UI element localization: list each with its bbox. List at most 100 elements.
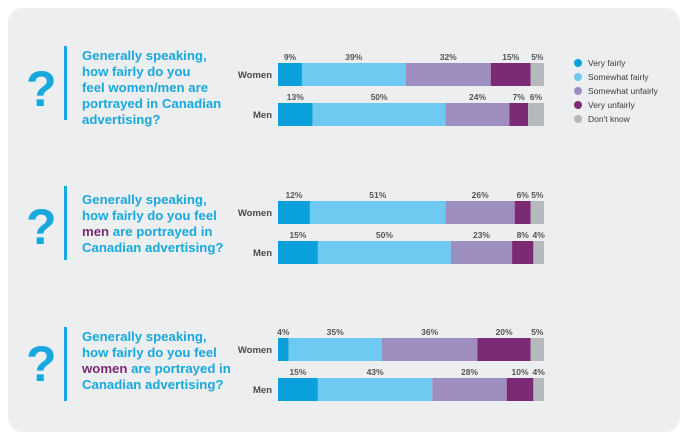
data-label: 51% (369, 190, 386, 200)
data-label: 4% (277, 327, 290, 337)
data-label: 32% (440, 52, 457, 62)
bar-segment (278, 201, 310, 224)
bar-segment (317, 378, 433, 401)
data-label: 15% (502, 52, 519, 62)
bar-segment (450, 241, 513, 264)
question-text: Generally speaking, how fairly do you fee… (82, 192, 242, 256)
accent-bar (64, 186, 67, 260)
data-label: 28% (461, 367, 478, 377)
bar-segment (477, 338, 531, 361)
data-label: 23% (473, 230, 490, 240)
chart-panel-3: ? Generally speaking, how fairly do you f… (8, 313, 680, 438)
chart-card: ? Generally speaking, how fairly do you fe… (8, 8, 680, 432)
data-label: 26% (472, 190, 489, 200)
data-label: 8% (517, 230, 530, 240)
question-mark-icon: ? (26, 199, 57, 255)
bar-segment (381, 338, 478, 361)
data-label: 10% (512, 367, 529, 377)
data-label: 4% (533, 367, 546, 377)
bar-segment (278, 241, 318, 264)
highlight-word: men (82, 224, 110, 239)
question-line: how fairly do you feel (82, 345, 217, 360)
bar-segment (509, 103, 529, 126)
bar-segment (514, 201, 531, 224)
bar-segment (278, 378, 318, 401)
question-line: Generally speaking, (82, 48, 207, 63)
data-label: 5% (531, 190, 544, 200)
data-label: 39% (345, 52, 362, 62)
data-label: 6% (530, 92, 543, 102)
question-line: Generally speaking, (82, 329, 207, 344)
stacked-bar-chart-1: Women 9% 39% 32% 15% 5% Men 13% 50% 24% 7% 6% (238, 52, 544, 126)
legend-label: Don't know (588, 114, 630, 124)
question-line: advertising? (82, 112, 161, 127)
data-label: 13% (287, 92, 304, 102)
category-label: Men (253, 110, 272, 121)
bar-segment (445, 103, 510, 126)
category-label: Men (253, 385, 272, 396)
bar-segment (530, 201, 544, 224)
data-label: 15% (289, 367, 306, 377)
bar-segment (288, 338, 382, 361)
question-mark-icon: ? (26, 61, 57, 117)
legend-swatch (574, 101, 582, 109)
chart-panel-1: ? Generally speaking, how fairly do you fe… (8, 38, 680, 163)
category-label: Women (238, 345, 272, 356)
bar-segment (490, 63, 531, 86)
category-label: Women (238, 70, 272, 81)
stacked-bar-chart-2: Women 12% 51% 26% 6% 5% Men 15% 50% 23% 8% 4% (238, 190, 546, 264)
bar-segment (533, 378, 544, 401)
data-label: 36% (421, 327, 438, 337)
data-label: 43% (367, 367, 384, 377)
bar-segment (528, 103, 544, 126)
question-text: Generally speaking, how fairly do you fee… (82, 329, 242, 393)
data-label: 20% (496, 327, 513, 337)
legend-swatch (574, 59, 582, 67)
data-label: 5% (531, 327, 544, 337)
bar-segment (317, 241, 451, 264)
data-label: 12% (285, 190, 302, 200)
accent-bar (64, 327, 67, 401)
bar-segment (278, 103, 313, 126)
question-line: portrayed in Canadian (82, 96, 222, 111)
data-label: 7% (513, 92, 526, 102)
legend-label: Somewhat fairly (588, 72, 649, 82)
data-label: 50% (371, 92, 388, 102)
legend-label: Somewhat unfairly (588, 86, 658, 96)
legend-label: Very fairly (588, 58, 626, 68)
category-label: Men (253, 248, 272, 259)
bar-segment (530, 63, 544, 86)
bar-segment (506, 378, 534, 401)
legend-swatch (574, 73, 582, 81)
question-text: Generally speaking, how fairly do you feel… (82, 48, 242, 128)
accent-bar (64, 46, 67, 120)
bar-segment (312, 103, 446, 126)
question-line: how fairly do you feel (82, 208, 217, 223)
data-label: 24% (469, 92, 486, 102)
bar-segment (309, 201, 446, 224)
question-line: Canadian advertising? (82, 377, 224, 392)
data-label: 4% (533, 230, 546, 240)
data-label: 50% (376, 230, 393, 240)
bar-segment (278, 63, 302, 86)
data-label: 5% (531, 52, 544, 62)
data-label: 9% (284, 52, 297, 62)
chart-panel-2: ? Generally speaking, how fairly do you f… (8, 176, 680, 301)
bar-segment (405, 63, 491, 86)
category-label: Women (238, 208, 272, 219)
stacked-bar-chart-3: Women 4% 35% 36% 20% 5% Men 15% 43% 28% 10% 4% (238, 327, 546, 401)
bar-segment (512, 241, 534, 264)
bar-segment (445, 201, 515, 224)
question-line: women are portrayed in (82, 361, 231, 376)
bar-segment (533, 241, 544, 264)
bar-segment (432, 378, 507, 401)
legend-label: Very unfairly (588, 100, 635, 110)
bar-segment (530, 338, 544, 361)
question-line: Generally speaking, (82, 192, 207, 207)
question-mark-icon: ? (26, 336, 57, 392)
question-line: men are portrayed in (82, 224, 213, 239)
highlight-word: women (82, 361, 128, 376)
data-label: 35% (327, 327, 344, 337)
legend-swatch (574, 87, 582, 95)
question-line: how fairly do you (82, 64, 191, 79)
